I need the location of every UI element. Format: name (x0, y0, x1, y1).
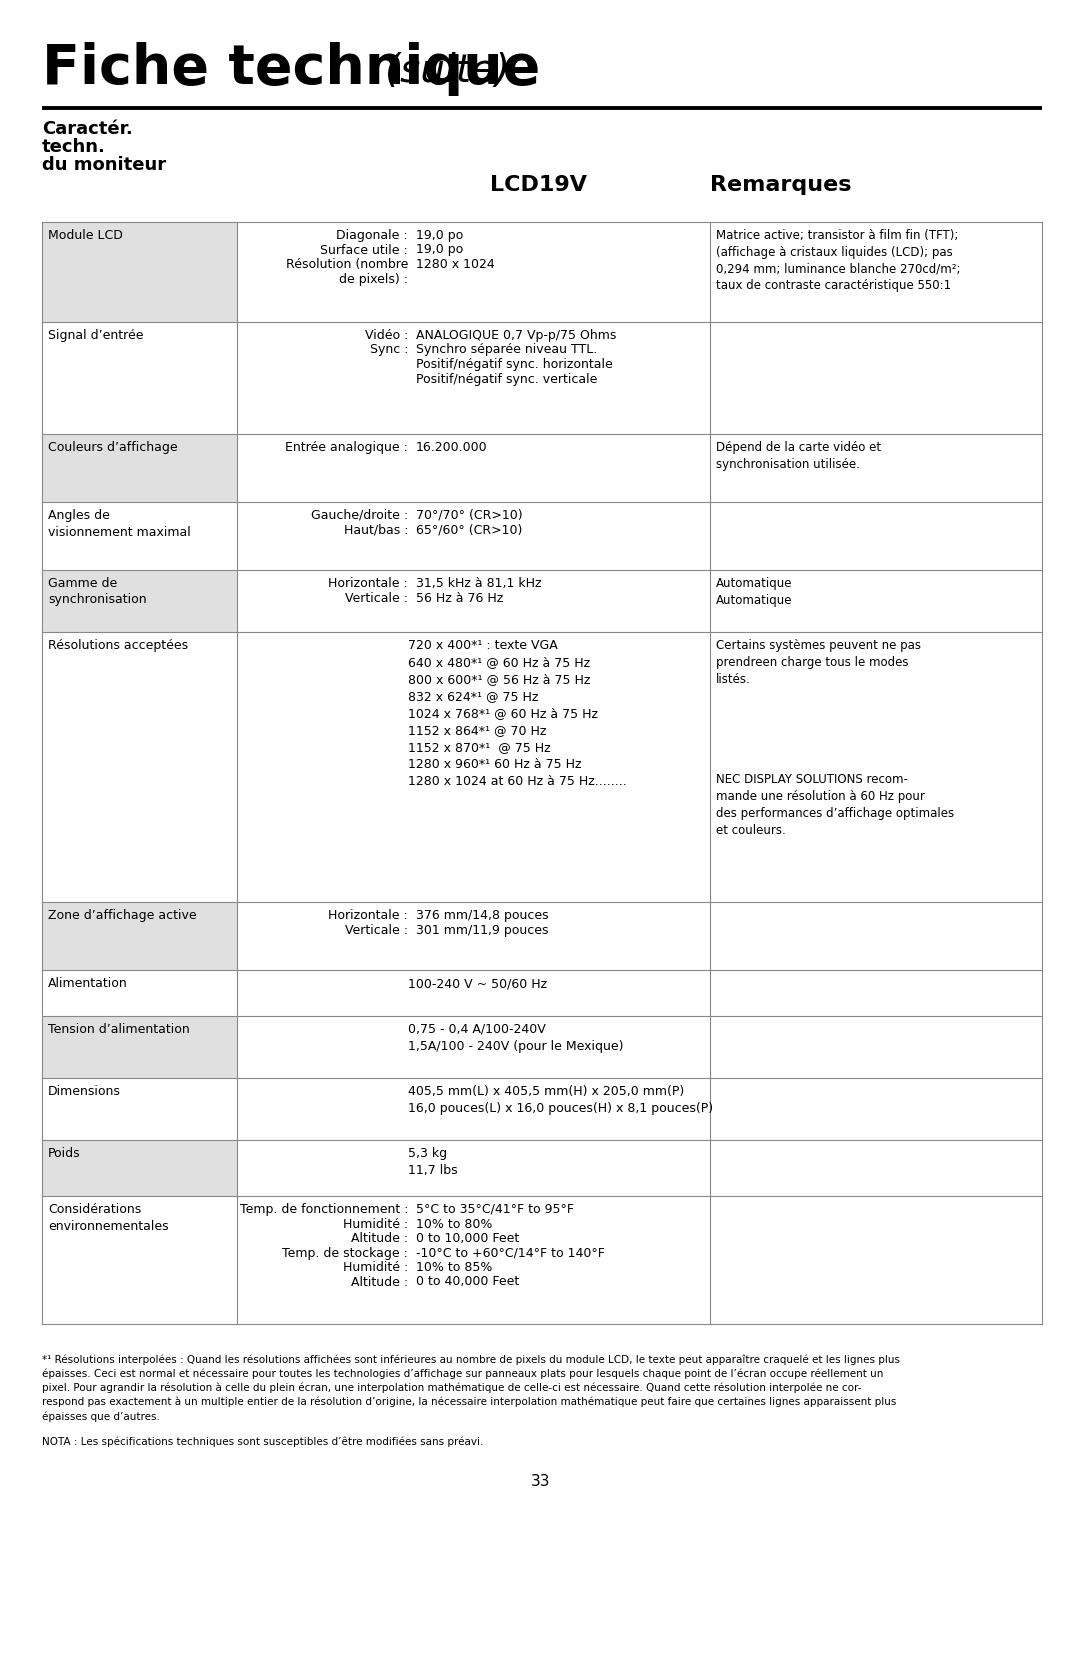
Text: Positif/négatif sync. horizontale: Positif/négatif sync. horizontale (416, 357, 612, 371)
Bar (42, 1016, 237, 1078)
Text: 0 to 40,000 Feet: 0 to 40,000 Feet (416, 1275, 519, 1288)
Text: techn.: techn. (42, 139, 106, 155)
Text: Entrée analogique :: Entrée analogique : (285, 441, 408, 454)
Bar (42, 502, 237, 571)
Text: 0 to 10,000 Feet: 0 to 10,000 Feet (416, 1232, 519, 1245)
Text: Horizontale :: Horizontale : (328, 577, 408, 591)
Text: du moniteur: du moniteur (42, 155, 166, 174)
Bar (42, 970, 237, 1016)
Bar (42, 322, 237, 434)
Text: 1280 x 1024: 1280 x 1024 (416, 259, 495, 270)
Text: Verticale :: Verticale : (345, 591, 408, 604)
Text: Dimensions: Dimensions (48, 1085, 121, 1098)
Text: 720 x 400*¹ : texte VGA
640 x 480*¹ @ 60 Hz à 75 Hz
800 x 600*¹ @ 56 Hz à 75 Hz
: 720 x 400*¹ : texte VGA 640 x 480*¹ @ 60… (408, 639, 626, 788)
Text: 19,0 po: 19,0 po (416, 244, 463, 257)
Text: Haut/bas :: Haut/bas : (343, 524, 408, 536)
Text: 70°/70° (CR>10): 70°/70° (CR>10) (416, 509, 523, 522)
Text: 10% to 80%: 10% to 80% (416, 1217, 492, 1230)
Text: 33: 33 (531, 1474, 551, 1489)
Text: Verticale :: Verticale : (345, 923, 408, 936)
Text: Positif/négatif sync. verticale: Positif/négatif sync. verticale (416, 372, 597, 386)
Text: Vidéo :: Vidéo : (365, 329, 408, 342)
Text: -10°C to +60°C/14°F to 140°F: -10°C to +60°C/14°F to 140°F (416, 1247, 605, 1260)
Text: Poids: Poids (48, 1147, 81, 1160)
Text: Alimentation: Alimentation (48, 976, 127, 990)
Text: 56 Hz à 76 Hz: 56 Hz à 76 Hz (416, 591, 503, 604)
Text: Dépend de la carte vidéo et
synchronisation utilisée.: Dépend de la carte vidéo et synchronisat… (716, 441, 881, 471)
Text: Matrice active; transistor à film fin (TFT);
(affichage à cristaux liquides (LCD: Matrice active; transistor à film fin (T… (716, 229, 960, 292)
Bar (42, 1078, 237, 1140)
Text: Gamme de
synchronisation: Gamme de synchronisation (48, 577, 147, 606)
Text: 16.200.000: 16.200.000 (416, 441, 488, 454)
Text: Surface utile :: Surface utile : (321, 244, 408, 257)
Text: de pixels) :: de pixels) : (339, 272, 408, 285)
Text: Altitude :: Altitude : (351, 1232, 408, 1245)
Text: Couleurs d’affichage: Couleurs d’affichage (48, 441, 177, 454)
Text: Caractér.: Caractér. (42, 120, 133, 139)
Text: 10% to 85%: 10% to 85% (416, 1262, 492, 1273)
Text: 19,0 po: 19,0 po (416, 229, 463, 242)
Text: Automatique
Automatique: Automatique Automatique (716, 577, 793, 608)
Text: 301 mm/11,9 pouces: 301 mm/11,9 pouces (416, 923, 549, 936)
Text: Considérations
environnementales: Considérations environnementales (48, 1203, 168, 1232)
Bar (42, 1140, 237, 1197)
Text: Résolutions acceptées: Résolutions acceptées (48, 639, 188, 653)
Text: Remarques: Remarques (710, 175, 851, 195)
Text: 5°C to 35°C/41°F to 95°F: 5°C to 35°C/41°F to 95°F (416, 1203, 573, 1217)
Text: Tension d’alimentation: Tension d’alimentation (48, 1023, 190, 1036)
Text: 31,5 kHz à 81,1 kHz: 31,5 kHz à 81,1 kHz (416, 577, 541, 591)
Text: Angles de
visionnement maximal: Angles de visionnement maximal (48, 509, 191, 539)
Text: Certains systèmes peuvent ne pas
prendreen charge tous le modes
listés.





NEC: Certains systèmes peuvent ne pas prendre… (716, 639, 954, 836)
Bar (42, 1197, 237, 1324)
Text: Zone d’affichage active: Zone d’affichage active (48, 910, 197, 921)
Text: Fiche technique: Fiche technique (42, 42, 540, 97)
Text: LCD19V: LCD19V (490, 175, 588, 195)
Text: Horizontale :: Horizontale : (328, 910, 408, 921)
Text: Temp. de stockage :: Temp. de stockage : (282, 1247, 408, 1260)
Text: ANALOGIQUE 0,7 Vp-p/75 Ohms: ANALOGIQUE 0,7 Vp-p/75 Ohms (416, 329, 617, 342)
Text: 65°/60° (CR>10): 65°/60° (CR>10) (416, 524, 523, 536)
Text: 100-240 V ~ 50/60 Hz: 100-240 V ~ 50/60 Hz (408, 976, 548, 990)
Bar (42, 901, 237, 970)
Text: Module LCD: Module LCD (48, 229, 123, 242)
Bar (42, 633, 237, 901)
Text: Résolution (nombre: Résolution (nombre (285, 259, 408, 270)
Text: Humidité :: Humidité : (342, 1217, 408, 1230)
Text: Sync :: Sync : (369, 344, 408, 357)
Text: (suite): (suite) (384, 52, 510, 90)
Text: *¹ Résolutions interpolées : Quand les résolutions affichées sont inférieures au: *¹ Résolutions interpolées : Quand les r… (42, 1354, 900, 1422)
Text: Diagonale :: Diagonale : (336, 229, 408, 242)
Bar (42, 571, 237, 633)
Bar (42, 434, 237, 502)
Text: Altitude :: Altitude : (351, 1275, 408, 1288)
Text: 0,75 - 0,4 A/100-240V
1,5A/100 - 240V (pour le Mexique): 0,75 - 0,4 A/100-240V 1,5A/100 - 240V (p… (408, 1023, 623, 1053)
Text: Synchro séparée niveau TTL.: Synchro séparée niveau TTL. (416, 344, 597, 357)
Text: 405,5 mm(L) x 405,5 mm(H) x 205,0 mm(P)
16,0 pouces(L) x 16,0 pouces(H) x 8,1 po: 405,5 mm(L) x 405,5 mm(H) x 205,0 mm(P) … (408, 1085, 713, 1115)
Text: NOTA : Les spécifications techniques sont susceptibles d’être modifiées sans pré: NOTA : Les spécifications techniques son… (42, 1435, 484, 1447)
Text: 5,3 kg
11,7 lbs: 5,3 kg 11,7 lbs (408, 1147, 458, 1177)
Bar (42, 222, 237, 322)
Text: 376 mm/14,8 pouces: 376 mm/14,8 pouces (416, 910, 549, 921)
Text: Humidité :: Humidité : (342, 1262, 408, 1273)
Text: Gauche/droite :: Gauche/droite : (311, 509, 408, 522)
Text: Signal d’entrée: Signal d’entrée (48, 329, 144, 342)
Text: Temp. de fonctionnement :: Temp. de fonctionnement : (240, 1203, 408, 1217)
